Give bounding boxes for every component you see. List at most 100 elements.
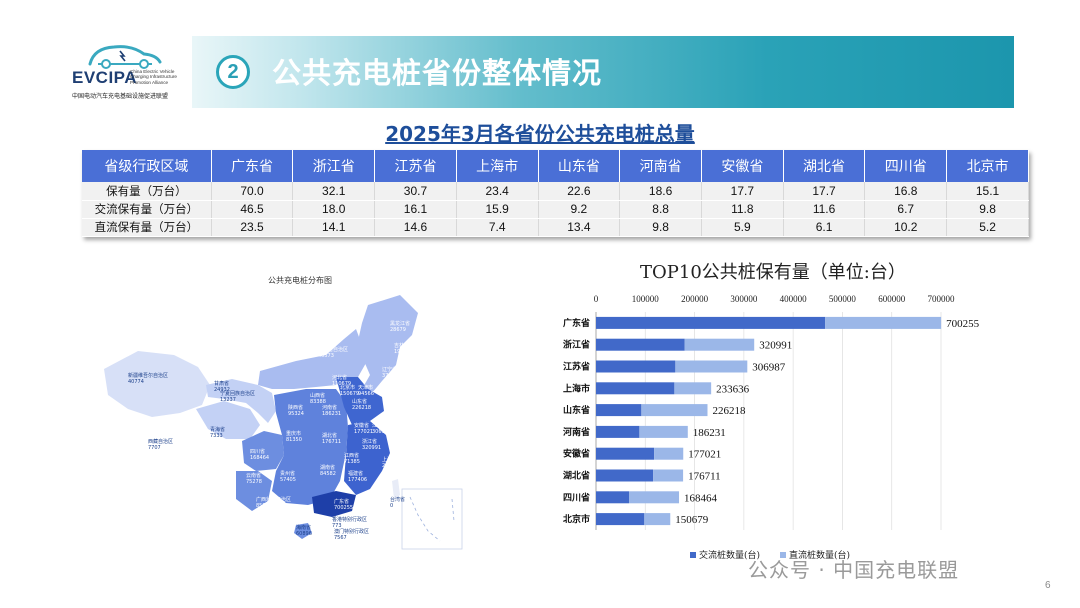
bar-total-label: 226218 [712,405,746,417]
bar-ac-segment [596,338,685,351]
table-header-region: 省级行政区域 [82,150,212,182]
map-province-name: 四川省 [250,448,265,455]
legend-ac-swatch [690,552,696,558]
logo-english-name: China Electric Vehicle Charging Infrastr… [130,69,177,85]
map-province-name: 江苏省 [372,422,387,429]
bar-ac-segment [596,513,645,526]
table-cell: 14.1 [292,218,376,237]
table-row: 交流保有量（万台） 46.5 18.0 16.1 15.9 9.2 8.8 11.8 11.6 6… [82,200,1029,219]
map-province-value: 7333 [210,433,223,439]
table-header-province: 北京市 [946,150,1029,182]
category-label: 安徽省 [563,448,590,460]
map-province-value: 306987 [372,429,391,435]
map-province-value: 71385 [344,459,360,465]
map-province-value: 168464 [250,455,269,461]
map-province-value: 81350 [286,437,302,443]
map-region-east-coast [344,421,390,495]
bar-ac-segment [596,491,630,504]
table-header-province: 山东省 [538,150,621,182]
table-cell: 7.4 [456,218,539,237]
map-province-value: 150679 [340,391,359,397]
map-province-value: 75278 [246,479,262,485]
section-number-badge: 2 [216,55,250,89]
bar-ac-segment [596,425,640,438]
map-province-value: 24932 [214,387,230,393]
category-label: 北京市 [563,513,590,525]
map-province-value: 40774 [128,379,144,385]
map-province-name: 安徽省 [354,422,369,429]
category-label: 上海市 [563,382,590,394]
bar-dc-segment [644,513,671,526]
map-province-value: 60896 [296,531,312,537]
map-province-name: 内蒙古自治区 [318,346,348,353]
table-header-province: 上海市 [456,150,539,182]
map-province-value: 57405 [280,477,296,483]
page-number: 6 [1045,580,1051,591]
map-province-value: 28679 [390,327,406,333]
map-province-name: 广东省 [334,498,349,505]
map-region-northeast [358,295,418,393]
bar-total-label: 177021 [688,449,721,461]
bar-ac-segment [596,447,655,460]
table-header-province: 四川省 [864,150,948,182]
bar-dc-segment [825,316,942,329]
map-province-name: 河南省 [322,404,337,411]
nine-dash-line [409,496,455,542]
bar-dc-segment [641,404,708,417]
map-title: 公共充电桩分布图 [268,276,332,285]
bar-dc-segment [675,360,748,373]
map-province-value: 85880 [256,503,272,509]
map-province-name: 吉林省 [394,342,409,349]
x-tick-label: 0 [594,294,599,304]
table-row-label: 直流保有量（万台） [82,218,212,237]
table-cell: 17.7 [701,182,784,201]
table-cell: 9.2 [538,200,621,219]
map-province-name: 江西省 [344,452,359,459]
bar-total-label: 150679 [675,514,708,526]
category-label: 浙江省 [563,339,590,351]
bar-dc-segment [674,382,712,395]
bar-ac-segment [596,316,826,329]
table-header-province: 广东省 [211,150,294,182]
table-cell: 15.9 [456,200,539,219]
map-province-name: 山东省 [352,398,367,405]
map-province-name: 上海市 [382,456,397,463]
legend-label: 交流桩数量(台) [699,549,760,561]
bar-ac-segment [596,382,675,395]
evcipa-logo: EVCIPA China Electric Vehicle Charging I… [70,42,190,104]
map-province-value: 95324 [288,411,304,417]
x-tick-label: 400000 [780,294,808,304]
map-region-inner-mongolia [258,329,366,389]
province-stats-table: 省级行政区域 广东省 浙江省 江苏省 上海市 山东省 河南省 安徽省 湖北省 四川省 北京市 保有量… [82,150,1029,237]
map-province-name: 重庆市 [286,430,301,437]
x-tick-label: 600000 [878,294,906,304]
table-cell: 6.7 [864,200,948,219]
table-cell: 23.5 [211,218,294,237]
map-province-value: 186231 [322,411,341,417]
chart-title: TOP10公共桩保有量（单位:台） [640,262,906,283]
map-province-value: 84582 [320,471,336,477]
table-header-province: 河南省 [619,150,702,182]
bar-total-label: 306987 [752,362,786,374]
map-province-name: 浙江省 [362,438,377,445]
map-province-name: 青海省 [210,426,225,433]
table-cell: 5.9 [701,218,784,237]
table-title: 2025年3月各省份公共充电桩总量 [385,122,695,146]
